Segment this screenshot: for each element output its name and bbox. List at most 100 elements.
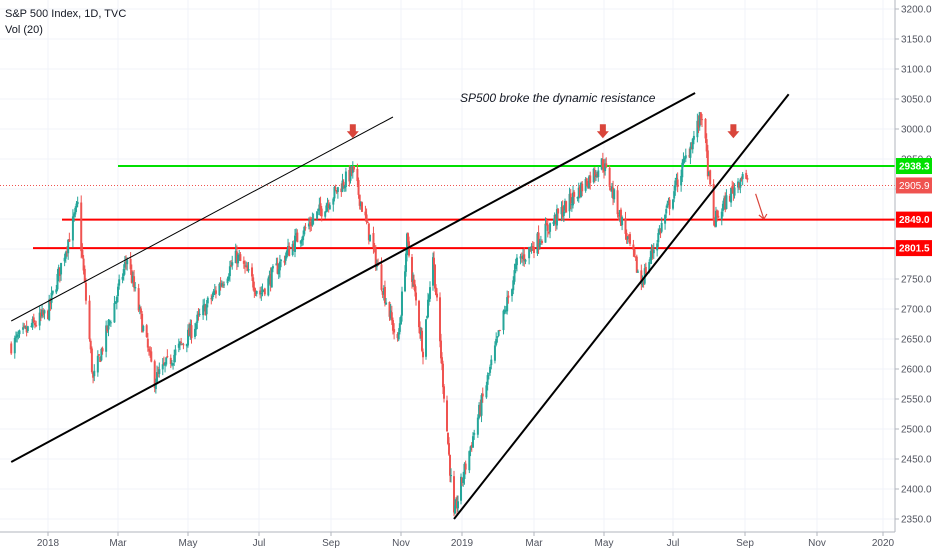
level-label: 2849.0 [899, 215, 930, 226]
candle-body [730, 187, 733, 203]
candle-body [327, 203, 330, 209]
candle-body [32, 317, 35, 323]
candle-body [113, 303, 116, 323]
candle-body [310, 223, 313, 226]
price-tick-label: 2750.0 [901, 275, 932, 286]
candle-body [334, 187, 337, 189]
candle-body [612, 187, 615, 199]
candle-body [22, 327, 25, 330]
candle-body [701, 119, 704, 121]
candle-body [372, 233, 375, 248]
level-label-bg [896, 240, 932, 257]
candle-body [166, 356, 169, 358]
time-tick-label: Jul [667, 538, 680, 549]
candle-body [580, 182, 583, 198]
candle-body [652, 249, 655, 254]
candle-body [688, 155, 691, 157]
candle-body [660, 222, 663, 232]
candle-body [165, 357, 168, 365]
price-tick-label: 2550.0 [901, 395, 932, 406]
candle-body [605, 163, 608, 168]
candle-body [642, 282, 645, 284]
candle-body [288, 246, 291, 257]
candle-body [506, 297, 509, 312]
candle-body [244, 265, 247, 267]
candle-body [43, 310, 46, 314]
candle-body [666, 203, 669, 208]
candle-body [586, 185, 589, 188]
candle-body [519, 256, 522, 259]
candle-body [738, 182, 741, 188]
candle-body [513, 270, 516, 282]
candle-body [621, 217, 624, 226]
candle-body [739, 179, 742, 188]
candle-body [479, 405, 482, 415]
candle-body [169, 357, 172, 365]
current-price-label: 2905.9 [899, 181, 930, 192]
candle-body [414, 284, 416, 292]
candle-body [462, 477, 465, 483]
candle-body [130, 270, 133, 283]
candle-body [131, 276, 134, 282]
candle-body [23, 325, 26, 327]
candle-body [235, 251, 238, 264]
candle-body [676, 179, 679, 188]
candle-body [578, 186, 581, 198]
candle-body [725, 195, 728, 209]
candle-body [262, 289, 265, 291]
candle-body [358, 194, 361, 206]
candle-body [239, 254, 242, 261]
candle-body [326, 203, 329, 206]
candle-body [469, 446, 472, 451]
candle-body [390, 312, 393, 321]
candle-body [741, 174, 744, 180]
candle-body [39, 312, 42, 317]
candle-body [511, 289, 514, 296]
candle-body [524, 259, 527, 262]
candle-body [302, 235, 305, 241]
candle-body [138, 307, 141, 310]
candle-body [205, 304, 208, 315]
candle-body [108, 320, 111, 322]
candle-body [122, 268, 125, 277]
candle-body [441, 357, 443, 364]
candle-body [625, 233, 628, 240]
candle-body [589, 175, 592, 183]
candle-body [260, 292, 263, 295]
candle-body [238, 255, 241, 257]
candle-body [121, 276, 124, 280]
horizontal-levels [0, 165, 895, 250]
candle-body [58, 267, 61, 276]
candle-body [537, 232, 540, 247]
candle-body [356, 168, 359, 182]
candle-body [324, 211, 327, 217]
candle-body [740, 178, 743, 180]
chart-symbol-title: S&P 500 Index, 1D, TVC [5, 8, 127, 20]
candle-body [503, 309, 506, 313]
candle-body [588, 176, 591, 189]
candle-body [434, 264, 436, 289]
candle-body [68, 239, 71, 242]
candle-body [320, 208, 323, 217]
candles [10, 111, 749, 517]
candle-body [137, 288, 140, 311]
candle-body [319, 203, 322, 210]
candle-body [478, 404, 481, 418]
candle-body [593, 169, 596, 177]
candle-body [610, 186, 613, 192]
candle-body [502, 310, 505, 331]
candle-body [604, 163, 607, 171]
candle-body [530, 245, 533, 251]
candle-body [10, 343, 13, 354]
candle-body [464, 463, 467, 470]
candle-body [360, 202, 363, 212]
candle-body [13, 337, 16, 354]
price-tick-label: 3150.0 [901, 35, 932, 46]
candle-body [609, 188, 612, 191]
candle-body [576, 196, 579, 199]
candle-body [504, 310, 507, 312]
candle-body [523, 254, 526, 261]
candle-body [626, 236, 629, 239]
projection-arrow [755, 193, 765, 220]
